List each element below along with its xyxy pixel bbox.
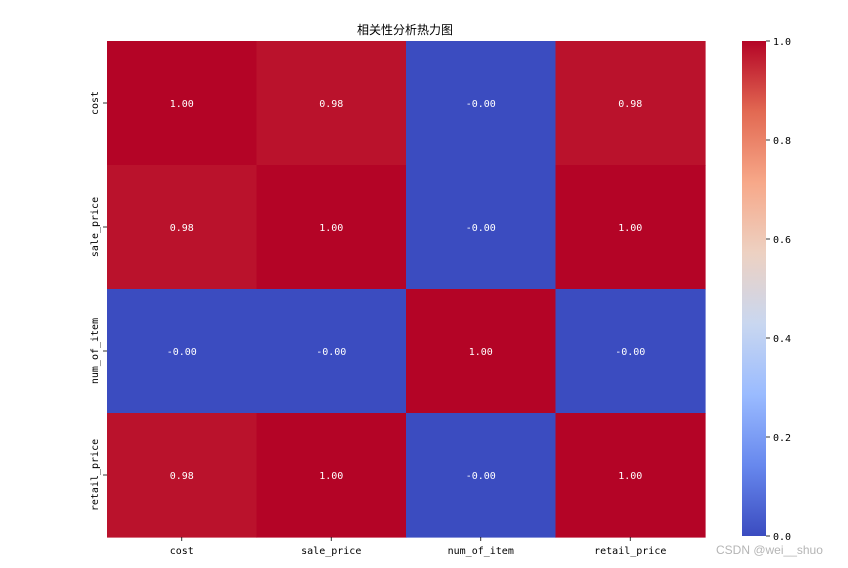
heatmap-cell-sale_price-cost — [107, 165, 258, 290]
heatmap-cell-num_of_item-num_of_item — [406, 289, 557, 414]
x-tick-label: num_of_item — [448, 546, 514, 557]
cell-annotation: -0.00 — [466, 471, 496, 482]
cell-annotation: 0.98 — [319, 99, 343, 110]
x-tick-label: retail_price — [594, 546, 666, 557]
x-axis: cost sale_price num_of_item retail_price — [170, 537, 666, 557]
y-tick-label: num_of_item — [90, 318, 101, 384]
colorbar-tick-label: 0.2 — [773, 433, 791, 444]
heatmap-cell-retail_price-cost — [107, 413, 258, 538]
colorbar-gradient — [742, 41, 766, 536]
heatmap-cell-cost-sale_price — [256, 41, 407, 166]
cell-annotation: -0.00 — [316, 347, 346, 358]
heatmap-annotations: 1.00 0.98 -0.00 0.98 0.98 1.00 -0.00 1.00 -0.00 -… — [167, 99, 646, 482]
cell-annotation: -0.00 — [167, 347, 197, 358]
heatmap-cell-sale_price-sale_price — [256, 165, 407, 290]
y-tick-label: retail_price — [90, 439, 101, 511]
colorbar: 0.0 0.2 0.4 0.6 0.8 1.0 — [742, 37, 791, 543]
cell-annotation: 1.00 — [170, 99, 194, 110]
heatmap-cell-cost-retail_price — [555, 41, 706, 166]
cell-annotation: 0.98 — [618, 99, 642, 110]
cell-annotation: 1.00 — [618, 223, 642, 234]
heatmap-cell-retail_price-sale_price — [256, 413, 407, 538]
colorbar-tick-label: 0.4 — [773, 334, 791, 345]
y-tick-label: cost — [90, 91, 101, 115]
cell-annotation: 1.00 — [618, 471, 642, 482]
cell-annotation: -0.00 — [466, 223, 496, 234]
heatmap-cell-sale_price-num_of_item — [406, 165, 557, 290]
watermark: CSDN @wei__shuo — [716, 543, 823, 557]
cell-annotation: 0.98 — [170, 223, 194, 234]
colorbar-tick-label: 0.8 — [773, 136, 791, 147]
chart-title: 相关性分析热力图 — [357, 23, 453, 37]
cell-annotation: 0.98 — [170, 471, 194, 482]
x-tick-label: cost — [170, 546, 194, 557]
colorbar-tick-label: 0.0 — [773, 532, 791, 543]
heatmap-cell-num_of_item-retail_price — [555, 289, 706, 414]
cell-annotation: -0.00 — [615, 347, 645, 358]
colorbar-ticks: 0.0 0.2 0.4 0.6 0.8 1.0 — [766, 37, 791, 543]
heatmap-cell-cost-num_of_item — [406, 41, 557, 166]
cell-annotation: -0.00 — [466, 99, 496, 110]
cell-annotation: 1.00 — [469, 347, 493, 358]
cell-annotation: 1.00 — [319, 223, 343, 234]
colorbar-tick-label: 1.0 — [773, 37, 791, 48]
y-axis: cost sale_price num_of_item retail_price — [90, 91, 107, 511]
heatmap-cell-num_of_item-cost — [107, 289, 258, 414]
heatmap-cell-cost-cost — [107, 41, 258, 166]
heatmap-cell-sale_price-retail_price — [555, 165, 706, 290]
colorbar-tick-label: 0.6 — [773, 235, 791, 246]
cell-annotation: 1.00 — [319, 471, 343, 482]
y-tick-label: sale_price — [90, 197, 101, 257]
heatmap-cell-num_of_item-sale_price — [256, 289, 407, 414]
heatmap-cell-retail_price-num_of_item — [406, 413, 557, 538]
x-tick-label: sale_price — [301, 546, 361, 557]
heatmap-cells — [107, 41, 706, 538]
heatmap-cell-retail_price-retail_price — [555, 413, 706, 538]
